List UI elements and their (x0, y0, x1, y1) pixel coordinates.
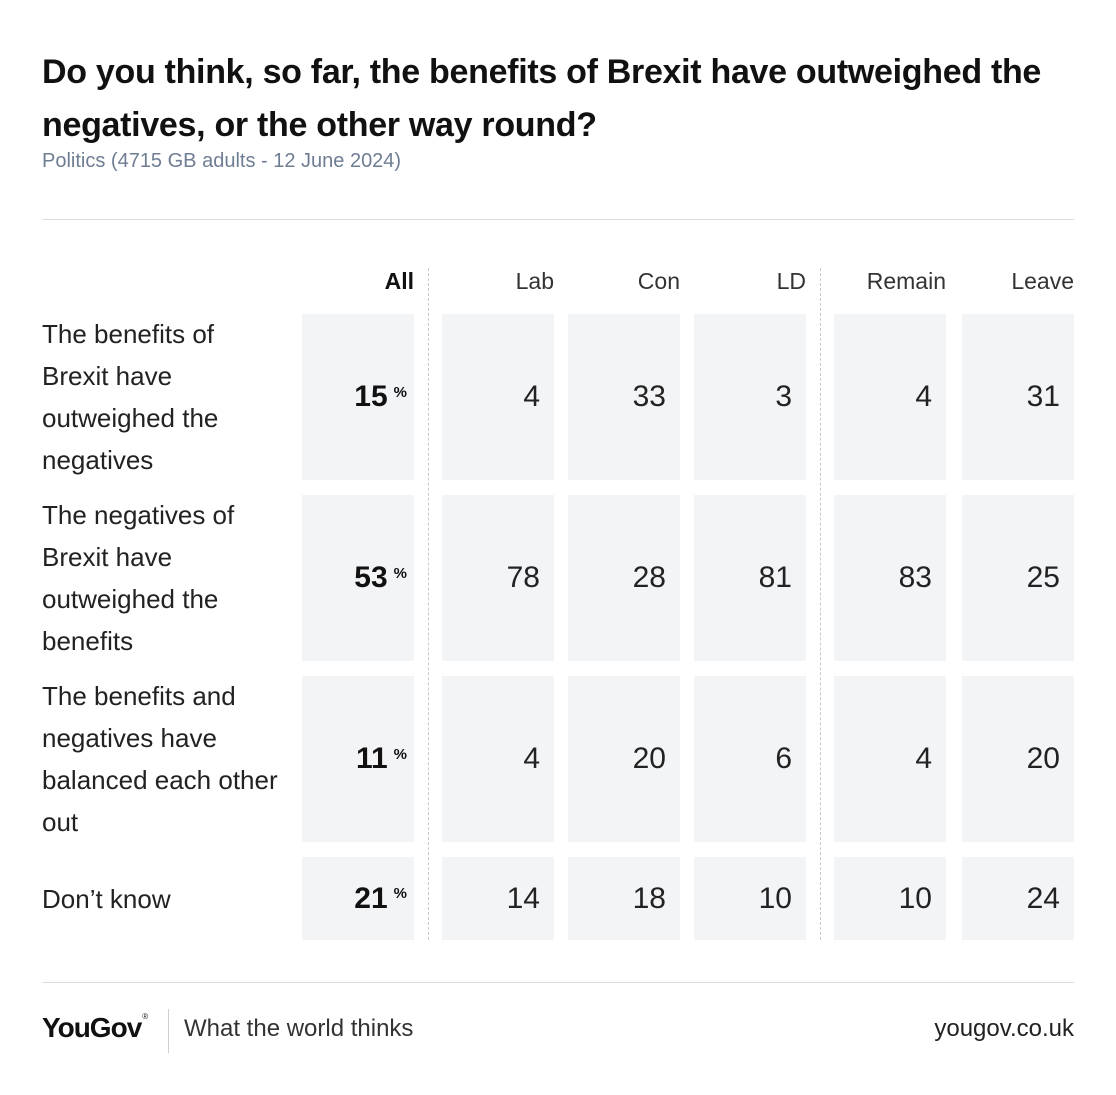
cell-value: 11 (355, 742, 388, 775)
cell-value: 4 (915, 742, 932, 775)
top-divider (42, 219, 1074, 220)
cell-value: 81 (758, 561, 792, 594)
cell-value: 20 (1026, 742, 1060, 775)
footer-separator (168, 1009, 169, 1053)
cell-lab-row-3: 4 (442, 676, 554, 842)
cell-ld-row-4: 10 (694, 857, 806, 940)
cell-value: 33 (632, 380, 666, 413)
cell-value: 20 (632, 742, 666, 775)
cell-all-row-2: 53% (302, 495, 414, 661)
cell-value: 53 (354, 561, 388, 594)
cell-all-row-1: 15% (302, 314, 414, 480)
cell-value: 10 (898, 881, 932, 915)
cell-value: 4 (523, 380, 540, 413)
cell-remain-row-2: 83 (834, 495, 946, 661)
yougov-logo: YouGov® (42, 1012, 148, 1043)
column-header-all: All (384, 268, 414, 294)
cell-value: 4 (915, 380, 932, 413)
percent-unit: % (393, 885, 407, 902)
footer-tagline: What the world thinks (184, 1015, 414, 1042)
row-label-2: The negatives of Brexit have outweighed … (42, 500, 235, 656)
cell-value: 21 (354, 881, 388, 915)
row-label-4: Don’t know (42, 883, 171, 914)
footer-url: yougov.co.uk (934, 1015, 1074, 1042)
column-header-remain: Remain (866, 268, 946, 294)
cell-value: 4 (523, 742, 540, 775)
cell-remain-row-1: 4 (834, 314, 946, 480)
percent-unit: % (393, 745, 407, 763)
cell-value: 31 (1026, 380, 1060, 413)
cell-remain-row-4: 10 (834, 857, 946, 940)
percent-unit: % (393, 383, 407, 401)
cell-value: 25 (1026, 561, 1060, 594)
cell-ld-row-3: 6 (694, 676, 806, 842)
cell-remain-row-3: 4 (834, 676, 946, 842)
cell-value: 18 (632, 881, 666, 915)
column-header-con: Con (637, 268, 680, 294)
cell-ld-row-2: 81 (694, 495, 806, 661)
cell-con-row-2: 28 (568, 495, 680, 661)
cell-value: 83 (898, 561, 932, 594)
cell-lab-row-2: 78 (442, 495, 554, 661)
column-header-ld: LD (776, 268, 806, 294)
percent-unit: % (393, 564, 407, 582)
cell-value: 28 (632, 561, 666, 594)
cell-leave-row-1: 31 (962, 314, 1074, 480)
cell-all-row-3: 11% (302, 676, 414, 842)
row-label-1: The benefits of Brexit have outweighed t… (42, 319, 219, 475)
chart-subtitle: Politics (4715 GB adults - 12 June 2024) (42, 150, 402, 172)
group-separator-1 (428, 268, 429, 940)
chart-title: Do you think, so far, the benefits of Br… (42, 53, 1042, 144)
cell-leave-row-2: 25 (962, 495, 1074, 661)
cell-value: 3 (775, 380, 792, 413)
column-header-leave: Leave (1011, 268, 1074, 294)
cell-all-row-4: 21% (302, 857, 414, 940)
column-header-lab: Lab (515, 268, 554, 294)
cell-value: 14 (506, 881, 540, 915)
cell-value: 6 (775, 742, 792, 775)
cell-leave-row-3: 20 (962, 676, 1074, 842)
cell-con-row-4: 18 (568, 857, 680, 940)
cell-con-row-1: 33 (568, 314, 680, 480)
cell-value: 78 (506, 561, 540, 594)
group-separator-2 (820, 268, 821, 940)
cell-value: 24 (1026, 881, 1060, 915)
cell-value: 15 (354, 380, 388, 413)
cell-con-row-3: 20 (568, 676, 680, 842)
cell-lab-row-4: 14 (442, 857, 554, 940)
cell-ld-row-1: 3 (694, 314, 806, 480)
cell-leave-row-4: 24 (962, 857, 1074, 940)
cell-value: 10 (758, 881, 792, 915)
bottom-divider (42, 982, 1074, 983)
cell-lab-row-1: 4 (442, 314, 554, 480)
row-label-3: The benefits and negatives have balanced… (42, 681, 278, 837)
